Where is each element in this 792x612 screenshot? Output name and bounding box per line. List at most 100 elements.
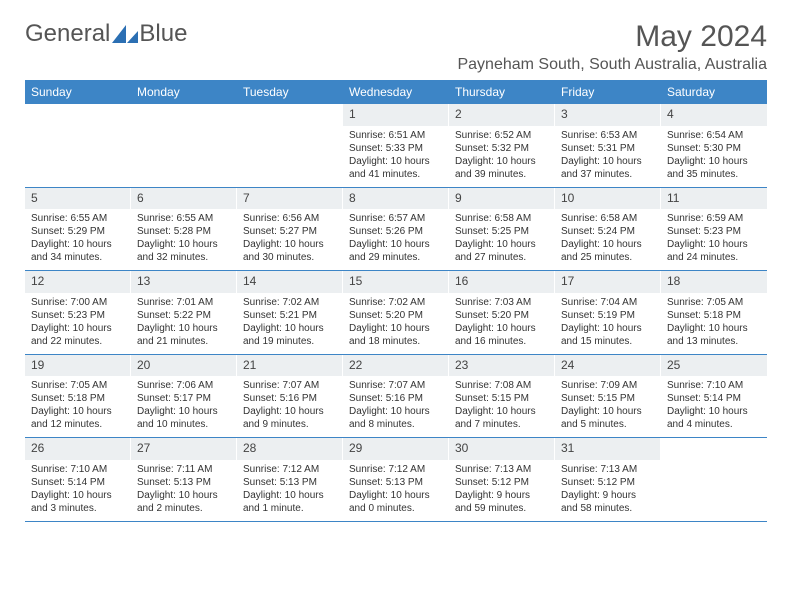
- calendar: Sunday Monday Tuesday Wednesday Thursday…: [25, 80, 767, 522]
- daylight-text: Daylight: 10 hours and 41 minutes.: [349, 155, 443, 181]
- daylight-text: Daylight: 10 hours and 18 minutes.: [349, 322, 443, 348]
- daylight-text: Daylight: 10 hours and 25 minutes.: [561, 238, 655, 264]
- day-cell: 29Sunrise: 7:12 AMSunset: 5:13 PMDayligh…: [343, 438, 449, 521]
- sunrise-text: Sunrise: 7:07 AM: [243, 379, 337, 392]
- sunrise-text: Sunrise: 6:53 AM: [561, 129, 655, 142]
- daylight-text: Daylight: 10 hours and 2 minutes.: [137, 489, 231, 515]
- day-cell: 20Sunrise: 7:06 AMSunset: 5:17 PMDayligh…: [131, 355, 237, 438]
- day-data: Sunrise: 7:11 AMSunset: 5:13 PMDaylight:…: [131, 460, 237, 521]
- sunset-text: Sunset: 5:13 PM: [137, 476, 231, 489]
- weeks-container: 1Sunrise: 6:51 AMSunset: 5:33 PMDaylight…: [25, 104, 767, 522]
- day-number: 9: [449, 188, 555, 210]
- day-header: Saturday: [661, 80, 767, 104]
- day-cell: 30Sunrise: 7:13 AMSunset: 5:12 PMDayligh…: [449, 438, 555, 521]
- location: Payneham South, South Australia, Austral…: [457, 56, 767, 74]
- sunrise-text: Sunrise: 7:12 AM: [349, 463, 443, 476]
- day-data: Sunrise: 7:05 AMSunset: 5:18 PMDaylight:…: [661, 293, 767, 354]
- sunset-text: Sunset: 5:30 PM: [667, 142, 761, 155]
- day-cell: 18Sunrise: 7:05 AMSunset: 5:18 PMDayligh…: [661, 271, 767, 354]
- sunrise-text: Sunrise: 7:13 AM: [455, 463, 549, 476]
- day-cell: 23Sunrise: 7:08 AMSunset: 5:15 PMDayligh…: [449, 355, 555, 438]
- day-number: 17: [555, 271, 661, 293]
- day-cell: 22Sunrise: 7:07 AMSunset: 5:16 PMDayligh…: [343, 355, 449, 438]
- day-number: 30: [449, 438, 555, 460]
- daylight-text: Daylight: 10 hours and 21 minutes.: [137, 322, 231, 348]
- daylight-text: Daylight: 10 hours and 7 minutes.: [455, 405, 549, 431]
- day-cell: 28Sunrise: 7:12 AMSunset: 5:13 PMDayligh…: [237, 438, 343, 521]
- day-data: Sunrise: 7:04 AMSunset: 5:19 PMDaylight:…: [555, 293, 661, 354]
- daylight-text: Daylight: 10 hours and 8 minutes.: [349, 405, 443, 431]
- day-number: 18: [661, 271, 767, 293]
- day-number: 3: [555, 104, 661, 126]
- daylight-text: Daylight: 10 hours and 9 minutes.: [243, 405, 337, 431]
- day-data: Sunrise: 7:06 AMSunset: 5:17 PMDaylight:…: [131, 376, 237, 437]
- day-number: [25, 104, 131, 125]
- day-cell: 13Sunrise: 7:01 AMSunset: 5:22 PMDayligh…: [131, 271, 237, 354]
- day-data: Sunrise: 6:55 AMSunset: 5:28 PMDaylight:…: [131, 209, 237, 270]
- day-number: 11: [661, 188, 767, 210]
- sunrise-text: Sunrise: 6:52 AM: [455, 129, 549, 142]
- sunset-text: Sunset: 5:23 PM: [667, 225, 761, 238]
- daylight-text: Daylight: 9 hours and 59 minutes.: [455, 489, 549, 515]
- day-number: 13: [131, 271, 237, 293]
- sunset-text: Sunset: 5:14 PM: [667, 392, 761, 405]
- daylight-text: Daylight: 10 hours and 34 minutes.: [31, 238, 125, 264]
- sunset-text: Sunset: 5:19 PM: [561, 309, 655, 322]
- day-cell: 2Sunrise: 6:52 AMSunset: 5:32 PMDaylight…: [449, 104, 555, 187]
- sunset-text: Sunset: 5:27 PM: [243, 225, 337, 238]
- sunset-text: Sunset: 5:31 PM: [561, 142, 655, 155]
- sunrise-text: Sunrise: 6:51 AM: [349, 129, 443, 142]
- sunrise-text: Sunrise: 6:59 AM: [667, 212, 761, 225]
- day-number: 26: [25, 438, 131, 460]
- logo-sail-icon: [112, 25, 138, 43]
- day-data: Sunrise: 7:13 AMSunset: 5:12 PMDaylight:…: [449, 460, 555, 521]
- sunrise-text: Sunrise: 6:54 AM: [667, 129, 761, 142]
- day-number: 31: [555, 438, 661, 460]
- day-data: Sunrise: 7:07 AMSunset: 5:16 PMDaylight:…: [237, 376, 343, 437]
- day-number: 12: [25, 271, 131, 293]
- day-number: 25: [661, 355, 767, 377]
- sunset-text: Sunset: 5:28 PM: [137, 225, 231, 238]
- daylight-text: Daylight: 10 hours and 19 minutes.: [243, 322, 337, 348]
- day-cell: 12Sunrise: 7:00 AMSunset: 5:23 PMDayligh…: [25, 271, 131, 354]
- sunset-text: Sunset: 5:12 PM: [455, 476, 549, 489]
- day-data: Sunrise: 6:54 AMSunset: 5:30 PMDaylight:…: [661, 126, 767, 187]
- day-data: Sunrise: 7:02 AMSunset: 5:21 PMDaylight:…: [237, 293, 343, 354]
- day-cell: 19Sunrise: 7:05 AMSunset: 5:18 PMDayligh…: [25, 355, 131, 438]
- sunset-text: Sunset: 5:21 PM: [243, 309, 337, 322]
- daylight-text: Daylight: 10 hours and 16 minutes.: [455, 322, 549, 348]
- day-number: [661, 438, 767, 459]
- day-number: 15: [343, 271, 449, 293]
- daylight-text: Daylight: 10 hours and 24 minutes.: [667, 238, 761, 264]
- sunrise-text: Sunrise: 6:55 AM: [31, 212, 125, 225]
- day-cell: 9Sunrise: 6:58 AMSunset: 5:25 PMDaylight…: [449, 188, 555, 271]
- sunset-text: Sunset: 5:22 PM: [137, 309, 231, 322]
- sunrise-text: Sunrise: 7:05 AM: [667, 296, 761, 309]
- logo-text-1: General: [25, 20, 110, 48]
- day-cell: 25Sunrise: 7:10 AMSunset: 5:14 PMDayligh…: [661, 355, 767, 438]
- sunrise-text: Sunrise: 7:00 AM: [31, 296, 125, 309]
- day-data: Sunrise: 7:13 AMSunset: 5:12 PMDaylight:…: [555, 460, 661, 521]
- day-number: 23: [449, 355, 555, 377]
- daylight-text: Daylight: 10 hours and 3 minutes.: [31, 489, 125, 515]
- day-number: 4: [661, 104, 767, 126]
- day-number: 27: [131, 438, 237, 460]
- sunrise-text: Sunrise: 6:58 AM: [561, 212, 655, 225]
- day-data: Sunrise: 6:55 AMSunset: 5:29 PMDaylight:…: [25, 209, 131, 270]
- daylight-text: Daylight: 10 hours and 27 minutes.: [455, 238, 549, 264]
- sunset-text: Sunset: 5:18 PM: [667, 309, 761, 322]
- daylight-text: Daylight: 10 hours and 35 minutes.: [667, 155, 761, 181]
- day-cell: 4Sunrise: 6:54 AMSunset: 5:30 PMDaylight…: [661, 104, 767, 187]
- header: General Blue May 2024 Payneham South, So…: [25, 20, 767, 74]
- day-data: Sunrise: 7:01 AMSunset: 5:22 PMDaylight:…: [131, 293, 237, 354]
- sunset-text: Sunset: 5:18 PM: [31, 392, 125, 405]
- sunrise-text: Sunrise: 7:05 AM: [31, 379, 125, 392]
- sunset-text: Sunset: 5:16 PM: [243, 392, 337, 405]
- daylight-text: Daylight: 10 hours and 10 minutes.: [137, 405, 231, 431]
- day-cell: 15Sunrise: 7:02 AMSunset: 5:20 PMDayligh…: [343, 271, 449, 354]
- day-data: Sunrise: 7:09 AMSunset: 5:15 PMDaylight:…: [555, 376, 661, 437]
- title-block: May 2024 Payneham South, South Australia…: [457, 20, 767, 74]
- daylight-text: Daylight: 10 hours and 30 minutes.: [243, 238, 337, 264]
- day-cell: [237, 104, 343, 187]
- sunset-text: Sunset: 5:14 PM: [31, 476, 125, 489]
